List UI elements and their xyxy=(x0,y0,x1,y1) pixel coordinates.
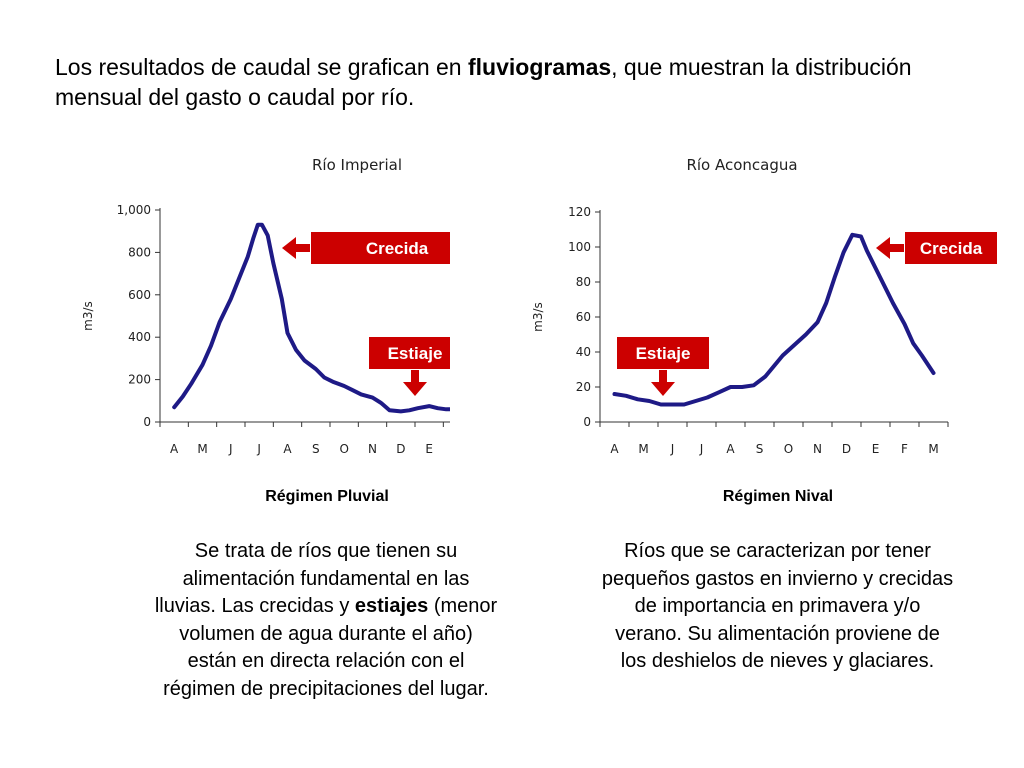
callout-arrow-shaft xyxy=(296,244,310,252)
x-tick-label-imperial: J xyxy=(256,442,261,456)
callout-label: Estiaje xyxy=(388,344,443,363)
x-tick-label-aconcagua: M xyxy=(638,442,648,456)
x-tick-label-aconcagua: S xyxy=(756,442,764,456)
y-tick-label-aconcagua: 40 xyxy=(576,345,591,359)
y-tick-label-imperial: 200 xyxy=(128,373,151,387)
regime-title-pluvial: Régimen Pluvial xyxy=(265,488,389,505)
y-tick-label-aconcagua: 80 xyxy=(576,275,591,289)
regime-desc-pluvial-keyword: estiajes xyxy=(354,595,429,617)
x-tick-label-aconcagua: N xyxy=(813,442,822,456)
x-tick-label-aconcagua: O xyxy=(784,442,793,456)
x-tick-label-imperial: D xyxy=(396,442,405,456)
callout-arrow-left-icon xyxy=(876,237,890,259)
y-tick-label-aconcagua: 0 xyxy=(583,415,591,429)
chart-title-aconcagua: Río Aconcagua xyxy=(686,156,797,174)
x-tick-label-aconcagua: A xyxy=(726,442,735,456)
x-tick-label-aconcagua: D xyxy=(842,442,851,456)
callout-crecida-imperial: Crecida xyxy=(282,230,450,266)
callout-label: Crecida xyxy=(920,239,983,258)
y-tick-label-imperial: 400 xyxy=(128,330,151,344)
callout-box xyxy=(309,230,450,266)
callout-label: Estiaje xyxy=(636,344,691,363)
regime-desc-pluvial-end: (menor volumen de agua durante el año) e… xyxy=(163,595,498,700)
chart-rio-aconcagua: Río Aconcagua m3/s 0 20 40 60 80 100 120 A M J J A S O N… xyxy=(531,156,999,456)
callout-arrow-shaft xyxy=(659,370,667,382)
callout-arrow-down-icon xyxy=(651,382,675,396)
y-tick-label-aconcagua: 120 xyxy=(568,205,591,219)
series-line-aconcagua xyxy=(612,232,936,407)
regime-desc-nival: Ríos que se caracterizan por tener peque… xyxy=(600,538,955,676)
series-line-imperial xyxy=(172,222,450,414)
x-tick-label-imperial: O xyxy=(339,442,348,456)
y-tick-label-aconcagua: 60 xyxy=(576,310,591,324)
callout-crecida-aconcagua: Crecida xyxy=(876,230,999,266)
x-tick-label-aconcagua: J xyxy=(699,442,704,456)
x-tick-label-aconcagua: J xyxy=(670,442,675,456)
x-tick-label-imperial: A xyxy=(283,442,292,456)
regime-desc-nival-text: Ríos que se caracterizan por tener peque… xyxy=(601,540,954,672)
regime-title-nival: Régimen Nival xyxy=(722,488,834,505)
y-tick-label-imperial: 0 xyxy=(143,415,151,429)
callout-label: Crecida xyxy=(366,239,429,258)
callout-arrow-down-icon xyxy=(403,382,427,396)
x-tick-label-imperial: M xyxy=(197,442,207,456)
y-tick-label-aconcagua: 100 xyxy=(568,240,591,254)
callout-arrow-shaft xyxy=(890,244,904,252)
x-tick-label-imperial: E xyxy=(425,442,433,456)
y-tick-label-imperial: 800 xyxy=(128,245,151,259)
callout-arrow-left-icon xyxy=(282,237,296,259)
y-axis-label-imperial: m3/s xyxy=(81,301,95,331)
y-tick-label-aconcagua: 20 xyxy=(576,380,591,394)
callout-estiaje-imperial: Estiaje xyxy=(367,335,450,396)
x-tick-label-imperial: N xyxy=(368,442,377,456)
regime-desc-pluvial: Se trata de ríos que tienen su alimentac… xyxy=(152,538,500,703)
regime-desc-pluvial-start: Se trata de ríos que tienen su alimentac… xyxy=(154,540,470,617)
x-tick-label-aconcagua: E xyxy=(872,442,880,456)
y-tick-label-imperial: 600 xyxy=(128,288,151,302)
y-axis-label-aconcagua: m3/s xyxy=(531,302,545,332)
x-tick-label-imperial: S xyxy=(312,442,320,456)
x-tick-label-imperial: A xyxy=(170,442,179,456)
x-tick-label-aconcagua: F xyxy=(901,442,908,456)
x-tick-label-aconcagua: M xyxy=(928,442,938,456)
chart-rio-imperial: Río Imperial m3/s 0 200 400 600 800 1,000 A M J J A S… xyxy=(81,156,450,456)
y-tick-label-imperial: 1,000 xyxy=(117,203,151,217)
x-tick-label-imperial: J xyxy=(228,442,233,456)
intro-text-end: , que muestran la distribución mensual d… xyxy=(55,54,912,110)
callout-arrow-shaft xyxy=(411,370,419,382)
callout-box xyxy=(367,335,450,371)
callout-estiaje-aconcagua: Estiaje xyxy=(615,335,711,396)
x-tick-label-aconcagua: A xyxy=(610,442,619,456)
intro-text: Los resultados de caudal se grafican en … xyxy=(55,52,955,112)
intro-text-start: Los resultados de caudal se grafican en xyxy=(55,54,468,80)
chart-title-imperial: Río Imperial xyxy=(312,156,402,174)
intro-text-keyword: fluviogramas xyxy=(468,54,612,80)
